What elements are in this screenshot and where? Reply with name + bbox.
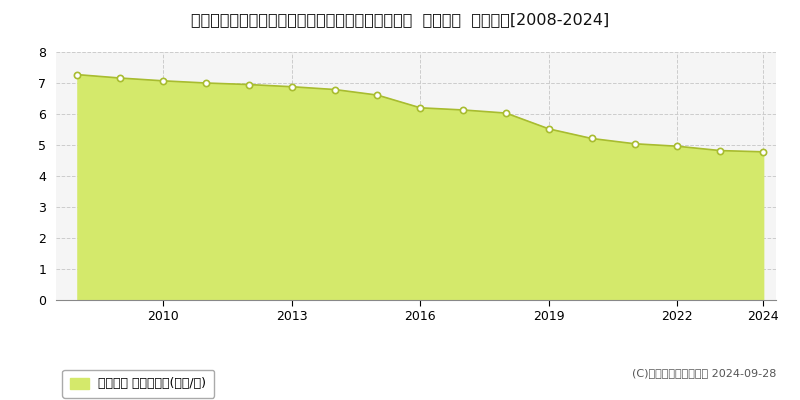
Text: (C)土地価格ドットコム 2024-09-28: (C)土地価格ドットコム 2024-09-28 xyxy=(632,368,776,378)
Legend: 基準地価 平均坪単価(万円/坪): 基準地価 平均坪単価(万円/坪) xyxy=(62,370,214,398)
Text: 愛知県北設楽郡東栄町大字本郷字西万場４２番４外  基準地価  地価推移[2008-2024]: 愛知県北設楽郡東栄町大字本郷字西万場４２番４外 基準地価 地価推移[2008-2… xyxy=(191,12,609,27)
